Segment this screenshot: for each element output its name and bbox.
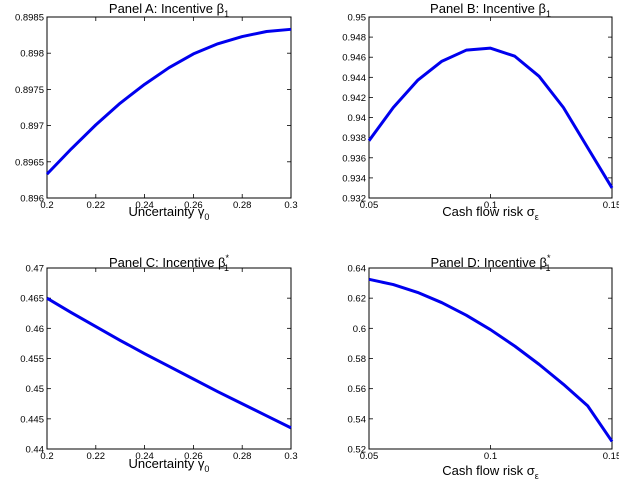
panel-a-title-sub: 1 xyxy=(224,9,229,19)
panel-b-y-tick-label: 0.94 xyxy=(348,113,367,124)
panel-b-y-tick-label: 0.946 xyxy=(342,53,366,64)
panel-a: 0.2 0.22 0.24 0.26 0.28 0.3 0.896 0.8965 0.897 0.… xyxy=(15,1,298,222)
panel-a-x-tick-label: 0.28 xyxy=(233,200,252,211)
panel-c-title-main: Panel C: Incentive β xyxy=(109,255,226,270)
panel-a-xlabel-main: Uncertainty γ xyxy=(129,204,205,219)
panel-c-xlabel-main: Uncertainty γ xyxy=(129,456,205,471)
panel-a-x-tick-label: 0.22 xyxy=(87,200,106,211)
panel-c-y-tick-label: 0.47 xyxy=(26,264,45,275)
panel-d-x-tick-label: 0.15 xyxy=(603,451,619,462)
panel-c-y-tick-label: 0.455 xyxy=(20,354,44,365)
panel-c-title-sup: * xyxy=(226,253,230,263)
panel-d-xlabel-main: Cash flow risk σ xyxy=(442,463,535,478)
panel-a-xlabel: Uncertainty γ0 xyxy=(129,204,210,222)
panel-b-xlabel-sub: ε xyxy=(535,212,539,222)
panel-a-series-line xyxy=(45,27,292,176)
panel-b-x-tick-label: 0.15 xyxy=(603,200,619,211)
panel-b-title-main: Panel B: Incentive β xyxy=(430,1,546,16)
panel-a-x-tick-label: 0.2 xyxy=(40,200,53,211)
panel-a-title: Panel A: Incentive β1 xyxy=(109,1,229,19)
panel-d-y-tick-label: 0.62 xyxy=(348,294,367,305)
panel-d-series-line xyxy=(368,277,614,443)
panel-b-x-tick-label: 0.05 xyxy=(360,200,379,211)
panel-c-xlabel: Uncertainty γ0 xyxy=(129,456,210,474)
panel-b-y-tick-label: 0.944 xyxy=(342,73,366,84)
panel-d-y-tick-label: 0.54 xyxy=(348,414,367,425)
panel-c-title: Panel C: Incentive β* 1 xyxy=(109,253,230,273)
panel-c-x-tick-label: 0.3 xyxy=(284,451,297,462)
panel-a-y-tick-label: 0.8975 xyxy=(15,85,44,96)
panel-d-x-tick-label: 0.05 xyxy=(360,451,379,462)
panel-c-x-tick-label: 0.2 xyxy=(40,451,53,462)
panel-a-y-tick-label: 0.898 xyxy=(20,49,44,60)
panel-b-y-tick-label: 0.936 xyxy=(342,153,366,164)
panel-c-y-tick-label: 0.45 xyxy=(26,384,45,395)
panel-a-xlabel-sub: 0 xyxy=(204,212,209,222)
panel-c-y-tick-label: 0.46 xyxy=(26,324,45,335)
panel-d-title-sup: * xyxy=(547,253,551,263)
panel-a-x-tick-label: 0.24 xyxy=(135,200,154,211)
panel-c-y-tick-label: 0.445 xyxy=(20,414,44,425)
panel-a-y-tick-label: 0.896 xyxy=(20,194,44,205)
panel-b-series-line xyxy=(367,46,614,189)
panel-b-axes-frame xyxy=(368,16,613,199)
panel-c: 0.2 0.22 0.24 0.26 0.28 0.3 0.44 0.445 0.45 0.455… xyxy=(20,253,297,474)
panel-b-xlabel: Cash flow risk σε xyxy=(442,204,539,222)
panel-a-title-main: Panel A: Incentive β xyxy=(109,1,224,16)
panel-b-y-tick-label: 0.938 xyxy=(342,133,366,144)
panel-a-y-tick-label: 0.8985 xyxy=(15,13,44,24)
panel-c-xlabel-sub: 0 xyxy=(204,464,209,474)
panel-c-axes-frame xyxy=(46,267,292,450)
panel-c-x-tick-label: 0.22 xyxy=(87,451,106,462)
panel-c-y-tick-label: 0.465 xyxy=(20,294,44,305)
panel-b-title: Panel B: Incentive β1 xyxy=(430,1,551,19)
panel-a-x-tick-label: 0.26 xyxy=(184,200,203,211)
panel-c-series-line xyxy=(46,296,292,430)
panel-d-xlabel-sub: ε xyxy=(535,471,539,481)
panel-d: 0.05 0.1 0.15 0.52 0.54 0.56 0.58 0.6 0.62 0.64 Pa… xyxy=(348,253,619,481)
panel-b-y-tick-label: 0.932 xyxy=(342,194,366,205)
panel-d-title-sub: 1 xyxy=(546,263,551,273)
panel-a-x-tick-label: 0.3 xyxy=(284,200,297,211)
panel-d-axes-frame xyxy=(368,267,613,450)
panel-c-x-tick-label: 0.28 xyxy=(233,451,252,462)
panel-b-x-tick-label: 0.1 xyxy=(484,200,497,211)
panel-d-y-tick-label: 0.58 xyxy=(348,354,367,365)
panel-b-y-tick-label: 0.948 xyxy=(342,33,366,44)
panel-b-y-tick-label: 0.942 xyxy=(342,93,366,104)
panel-c-title-sub: 1 xyxy=(224,263,229,273)
panel-c-x-tick-label: 0.24 xyxy=(135,451,154,462)
panel-a-axes-frame xyxy=(46,16,292,199)
panel-c-x-tick-label: 0.26 xyxy=(184,451,203,462)
panel-b-y-tick-label: 0.934 xyxy=(342,173,366,184)
panel-d-y-tick-label: 0.64 xyxy=(348,264,367,275)
panel-d-x-tick-label: 0.1 xyxy=(484,451,497,462)
panel-b-title-sub: 1 xyxy=(546,9,551,19)
panel-d-title: Panel D: Incentive β* 1 xyxy=(430,253,551,273)
panel-b-xlabel-main: Cash flow risk σ xyxy=(442,204,535,219)
panel-c-y-tick-label: 0.44 xyxy=(26,445,45,456)
panel-a-y-tick-label: 0.897 xyxy=(20,121,44,132)
panel-d-xlabel: Cash flow risk σε xyxy=(442,463,539,481)
panel-a-y-tick-label: 0.8965 xyxy=(15,157,44,168)
panel-d-y-tick-label: 0.56 xyxy=(348,384,367,395)
panel-d-y-tick-label: 0.6 xyxy=(353,324,366,335)
panel-d-title-main: Panel D: Incentive β xyxy=(430,255,547,270)
panel-b-y-tick-label: 0.95 xyxy=(348,13,367,24)
panel-d-y-tick-label: 0.52 xyxy=(348,445,367,456)
panel-b: 0.05 0.1 0.15 0.932 0.934 0.936 0.938 0.94 0.942… xyxy=(342,1,619,222)
